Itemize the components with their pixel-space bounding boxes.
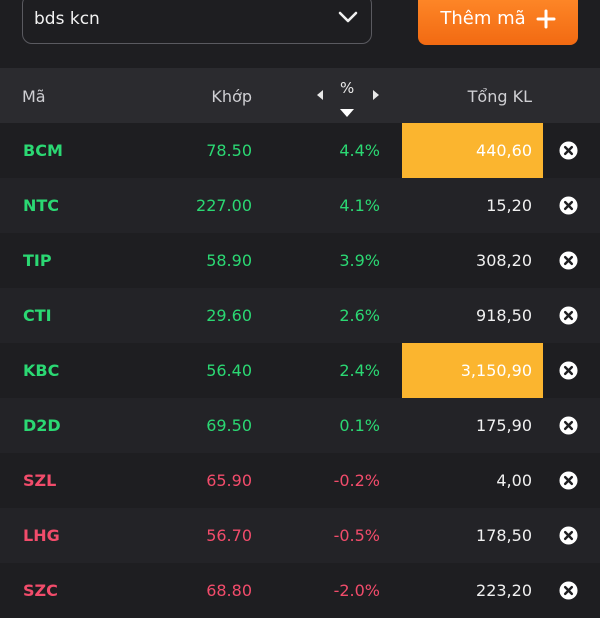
- percent-change: 3.9%: [339, 251, 380, 270]
- percent-change: 4.1%: [339, 196, 380, 215]
- add-symbol-label: Thêm mã: [440, 8, 526, 29]
- total-volume: 223,20: [476, 581, 532, 600]
- symbol-code[interactable]: NTC: [23, 196, 60, 215]
- watchlist-select[interactable]: bds kcn: [22, 0, 372, 44]
- table-row[interactable]: BCM 78.50 4.4% 440,60: [0, 123, 600, 178]
- percent-change: -0.5%: [333, 526, 380, 545]
- total-volume: 3,150,90: [402, 343, 543, 398]
- percent-change: -2.0%: [333, 581, 380, 600]
- match-price: 68.80: [206, 581, 252, 600]
- plus-icon: [536, 9, 556, 28]
- match-price: 58.90: [206, 251, 252, 270]
- remove-icon[interactable]: [559, 526, 578, 545]
- column-header-tong-kl[interactable]: Tổng KL: [467, 87, 532, 106]
- top-bar: bds kcn Thêm mã: [0, 0, 600, 68]
- symbol-code[interactable]: LHG: [23, 526, 60, 545]
- table-header: Mã Khớp % Tổng KL: [0, 68, 600, 123]
- total-volume: 918,50: [476, 306, 532, 325]
- total-volume: 308,20: [476, 251, 532, 270]
- percent-change: 2.4%: [339, 361, 380, 380]
- remove-icon[interactable]: [559, 306, 578, 325]
- remove-icon[interactable]: [559, 581, 578, 600]
- sort-desc-icon[interactable]: [340, 109, 354, 117]
- total-volume: 440,60: [402, 123, 543, 178]
- watchlist-table: BCM 78.50 4.4% 440,60 NTC 227.00 4.1% 15…: [0, 123, 600, 618]
- match-price: 56.70: [206, 526, 252, 545]
- table-row[interactable]: TIP 58.90 3.9% 308,20: [0, 233, 600, 288]
- total-volume: 4,00: [496, 471, 532, 490]
- caret-right-icon[interactable]: [372, 89, 380, 101]
- percent-change: 0.1%: [339, 416, 380, 435]
- remove-icon[interactable]: [559, 361, 578, 380]
- table-row[interactable]: D2D 69.50 0.1% 175,90: [0, 398, 600, 453]
- column-header-khop[interactable]: Khớp: [211, 87, 252, 106]
- table-row[interactable]: SZC 68.80 -2.0% 223,20: [0, 563, 600, 618]
- column-header-ma[interactable]: Mã: [22, 87, 46, 106]
- match-price: 69.50: [206, 416, 252, 435]
- symbol-code[interactable]: BCM: [23, 141, 63, 160]
- remove-icon[interactable]: [559, 251, 578, 270]
- watchlist-select-value: bds kcn: [34, 9, 100, 29]
- match-price: 65.90: [206, 471, 252, 490]
- add-symbol-button[interactable]: Thêm mã: [418, 0, 578, 45]
- symbol-code[interactable]: SZL: [23, 471, 57, 490]
- table-row[interactable]: KBC 56.40 2.4% 3,150,90: [0, 343, 600, 398]
- percent-column-control: %: [312, 76, 384, 120]
- symbol-code[interactable]: KBC: [23, 361, 60, 380]
- chevron-down-icon: [338, 11, 358, 23]
- total-volume: 15,20: [486, 196, 532, 215]
- total-volume: 175,90: [476, 416, 532, 435]
- percent-change: 2.6%: [339, 306, 380, 325]
- symbol-code[interactable]: D2D: [23, 416, 61, 435]
- match-price: 78.50: [206, 141, 252, 160]
- remove-icon[interactable]: [559, 196, 578, 215]
- percent-change: 4.4%: [339, 141, 380, 160]
- table-row[interactable]: LHG 56.70 -0.5% 178,50: [0, 508, 600, 563]
- match-price: 227.00: [196, 196, 252, 215]
- table-row[interactable]: SZL 65.90 -0.2% 4,00: [0, 453, 600, 508]
- symbol-code[interactable]: SZC: [23, 581, 58, 600]
- symbol-code[interactable]: TIP: [23, 251, 52, 270]
- total-volume: 178,50: [476, 526, 532, 545]
- match-price: 56.40: [206, 361, 252, 380]
- table-row[interactable]: CTI 29.60 2.6% 918,50: [0, 288, 600, 343]
- remove-icon[interactable]: [559, 141, 578, 160]
- remove-icon[interactable]: [559, 471, 578, 490]
- caret-left-icon[interactable]: [316, 89, 324, 101]
- symbol-code[interactable]: CTI: [23, 306, 52, 325]
- percent-change: -0.2%: [333, 471, 380, 490]
- match-price: 29.60: [206, 306, 252, 325]
- remove-icon[interactable]: [559, 416, 578, 435]
- column-header-percent[interactable]: %: [340, 79, 355, 97]
- table-row[interactable]: NTC 227.00 4.1% 15,20: [0, 178, 600, 233]
